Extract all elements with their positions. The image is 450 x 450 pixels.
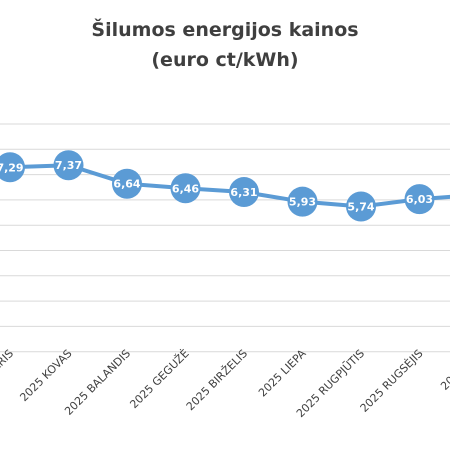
data-points: 7,29 7,37 6,64 6,46 6,31 5,93 5,74 6,03 xyxy=(0,150,435,222)
data-point xyxy=(0,152,25,183)
data-point xyxy=(170,173,201,204)
data-label: 6,64 xyxy=(113,178,140,191)
x-tick-label: 2025 BIRŽELIS xyxy=(184,347,250,413)
data-point xyxy=(112,168,142,199)
x-tick-label: 2025 LIEPA xyxy=(256,347,309,400)
x-tick-label: 2025 RUGSĖJIS xyxy=(358,347,426,415)
data-label: 6,03 xyxy=(406,193,433,206)
data-label: 7,37 xyxy=(55,159,82,172)
data-point xyxy=(287,186,318,217)
x-tick-label: 2025 SPA xyxy=(438,347,450,393)
data-point xyxy=(229,177,259,208)
gridlines xyxy=(0,123,450,353)
chart-subtitle: (euro ct/kWh) xyxy=(151,49,298,71)
data-label: 5,74 xyxy=(347,200,374,213)
x-tick-label: 2025 GEGUŽĖ xyxy=(127,347,191,411)
data-label: 6,46 xyxy=(172,182,199,195)
x-tick-label: ARIS xyxy=(0,347,16,374)
data-point xyxy=(346,191,376,222)
data-label: 5,93 xyxy=(289,196,316,209)
chart-title: Šilumos energijos kainos xyxy=(91,17,358,41)
data-label: 6,31 xyxy=(230,186,257,199)
data-label: 7,29 xyxy=(0,161,24,174)
x-tick-label: 2025 KOVAS xyxy=(17,347,74,404)
data-point xyxy=(53,150,84,181)
data-point xyxy=(404,184,435,215)
